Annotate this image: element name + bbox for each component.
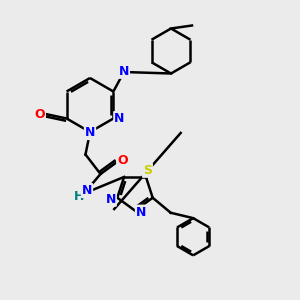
Text: N: N — [114, 112, 124, 125]
Text: N: N — [106, 193, 116, 206]
Text: N: N — [82, 184, 92, 197]
Text: O: O — [34, 107, 45, 121]
Text: N: N — [119, 65, 129, 78]
Text: N: N — [136, 206, 146, 219]
Text: O: O — [117, 154, 128, 167]
Text: N: N — [85, 126, 95, 139]
Text: H: H — [74, 190, 84, 203]
Text: S: S — [143, 164, 152, 177]
